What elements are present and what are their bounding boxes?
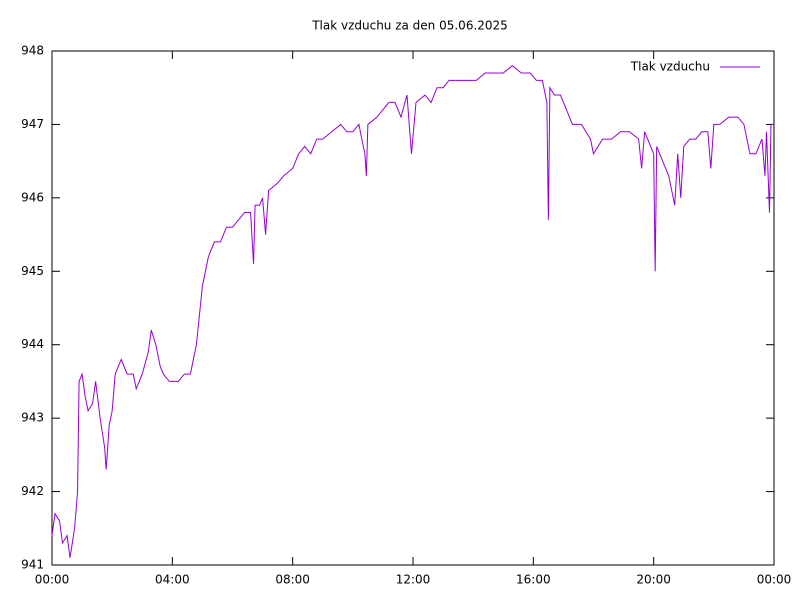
y-tick-label: 947 <box>21 117 44 131</box>
y-tick-label: 948 <box>21 44 44 58</box>
x-tick-label: 00:00 <box>757 573 792 587</box>
y-tick-label: 944 <box>21 337 44 351</box>
x-tick-label: 12:00 <box>396 573 431 587</box>
y-tick-label: 941 <box>21 558 44 572</box>
x-tick-label: 20:00 <box>636 573 671 587</box>
chart-title: Tlak vzduchu za den 05.06.2025 <box>311 19 508 33</box>
x-tick-label: 00:00 <box>35 573 70 587</box>
y-tick-label: 943 <box>21 411 44 425</box>
data-line <box>51 65 774 558</box>
y-tick-label: 945 <box>21 264 44 278</box>
y-tick-label: 942 <box>21 484 44 498</box>
plot-frame <box>51 50 775 566</box>
x-tick-label: 16:00 <box>516 573 551 587</box>
x-tick-label: 04:00 <box>155 573 190 587</box>
y-tick-label: 946 <box>21 190 44 204</box>
legend-label: Tlak vzduchu <box>630 60 710 74</box>
x-tick-label: 08:00 <box>275 573 310 587</box>
